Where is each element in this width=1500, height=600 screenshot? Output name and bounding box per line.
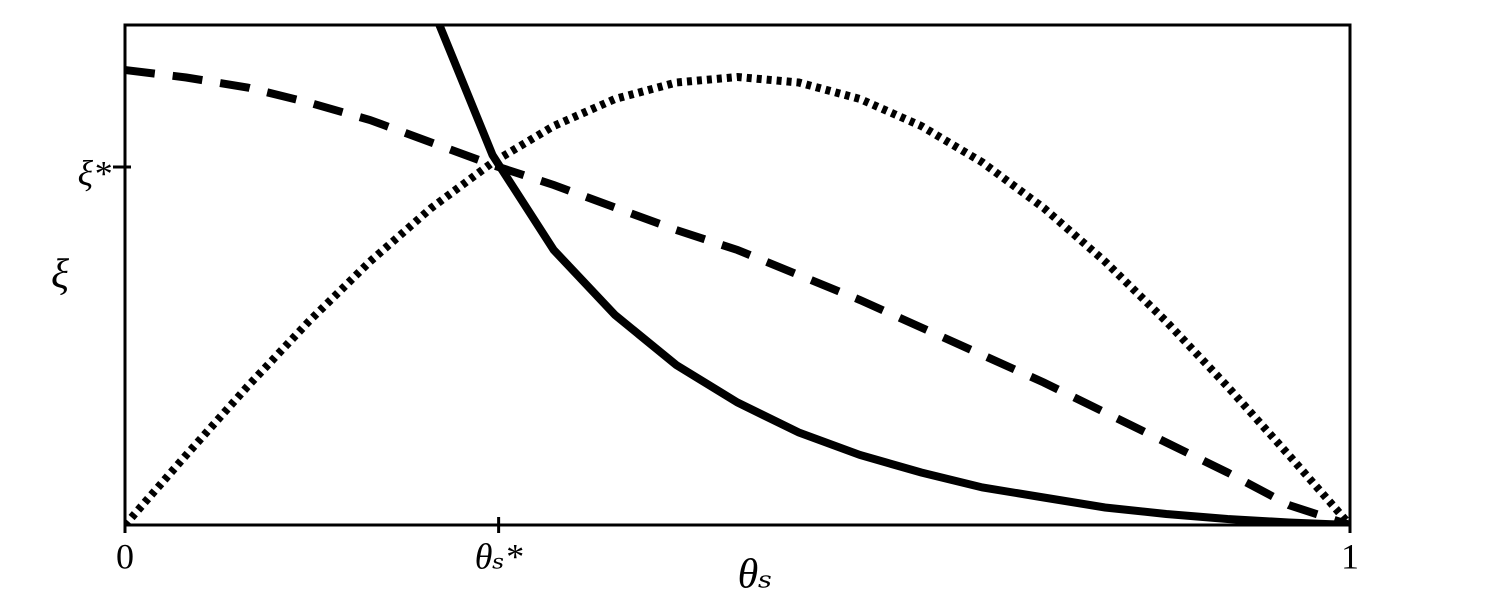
- series-line: [125, 72, 1350, 525]
- x-tick-label: θₛ*: [475, 536, 523, 576]
- x-tick-label: 0: [116, 536, 134, 576]
- x-axis-label: θₛ: [738, 552, 773, 598]
- series-line: [125, 66, 1350, 525]
- y-tick-label: ξ*: [78, 153, 111, 193]
- x-tick-label: 1: [1341, 536, 1359, 576]
- y-axis-label: ξ: [51, 252, 69, 298]
- series-line: [435, 25, 1350, 525]
- plot-frame: [123, 23, 1352, 527]
